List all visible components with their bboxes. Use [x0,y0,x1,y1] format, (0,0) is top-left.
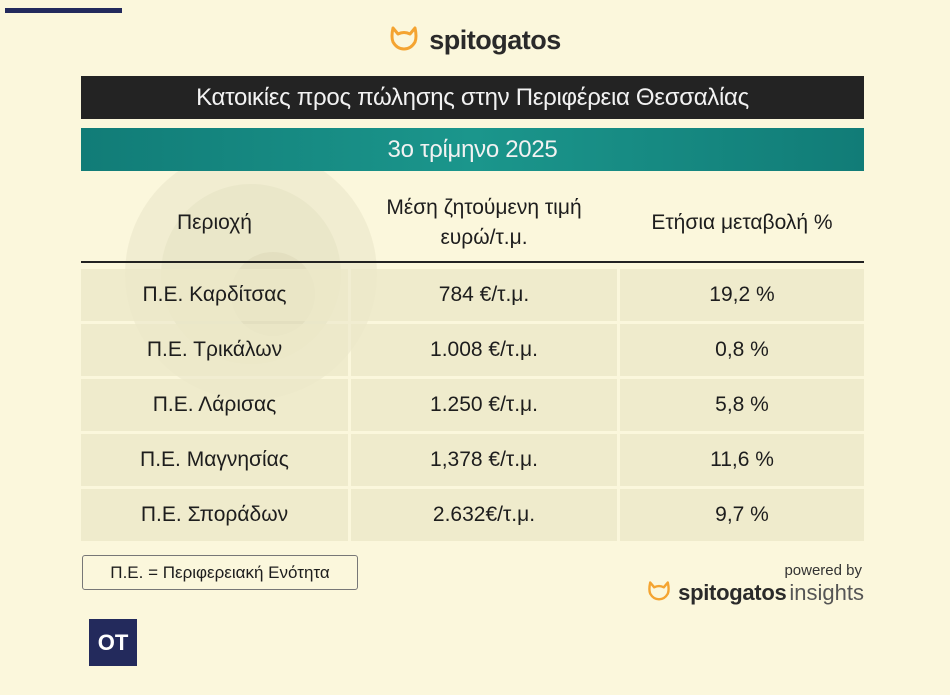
change-cell: 9,7 % [620,489,864,541]
change-cell: 19,2 % [620,269,864,321]
footnote-box: Π.Ε. = Περιφερειακή Ενότητα [82,555,358,590]
price-cell: 1,378 €/τ.μ. [351,434,617,486]
header-price-line2: ευρώ/τ.μ. [440,225,528,249]
price-cell: 784 €/τ.μ. [351,269,617,321]
table-row: Π.Ε. Λάρισας 1.250 €/τ.μ. 5,8 % [81,379,864,431]
table-header: Περιοχή Μέση ζητούμενη τιμή ευρώ/τ.μ. Ετ… [81,184,864,261]
table-row: Π.Ε. Μαγνησίας 1,378 €/τ.μ. 11,6 % [81,434,864,486]
region-cell: Π.Ε. Τρικάλων [81,324,348,376]
cat-head-icon [647,580,671,606]
price-cell: 1.008 €/τ.μ. [351,324,617,376]
price-cell: 1.250 €/τ.μ. [351,379,617,431]
header-change: Ετήσια μεταβολή % [651,210,833,234]
footer-brand-suffix: insights [789,580,864,605]
table-body: Π.Ε. Καρδίτσας 784 €/τ.μ. 19,2 % Π.Ε. Τρ… [81,269,864,544]
top-accent-bar [5,8,122,13]
powered-by-label: powered by [784,562,862,579]
cat-head-icon [389,25,419,56]
page-title: Κατοικίες προς πώλησης στην Περιφέρεια Θ… [81,76,864,119]
change-cell: 0,8 % [620,324,864,376]
change-cell: 11,6 % [620,434,864,486]
table-row: Π.Ε. Καρδίτσας 784 €/τ.μ. 19,2 % [81,269,864,321]
header-divider [81,261,864,263]
table-row: Π.Ε. Τρικάλων 1.008 €/τ.μ. 0,8 % [81,324,864,376]
region-cell: Π.Ε. Καρδίτσας [81,269,348,321]
footer-brand-name: spitogatos [678,580,787,605]
price-cell: 2.632€/τ.μ. [351,489,617,541]
footer-brand: spitogatos insights [647,580,864,606]
header-price-line1: Μέση ζητούμενη τιμή [386,195,582,219]
brand-header: spitogatos [0,22,950,58]
region-cell: Π.Ε. Σποράδων [81,489,348,541]
header-region: Περιοχή [177,210,252,234]
brand-logo-text: spitogatos [429,24,561,55]
region-cell: Π.Ε. Λάρισας [81,379,348,431]
header-price: Μέση ζητούμενη τιμή ευρώ/τ.μ. [351,184,617,261]
table-row: Π.Ε. Σποράδων 2.632€/τ.μ. 9,7 % [81,489,864,541]
change-cell: 5,8 % [620,379,864,431]
period-subtitle: 3ο τρίμηνο 2025 [81,128,864,171]
region-cell: Π.Ε. Μαγνησίας [81,434,348,486]
ot-badge: OT [89,619,137,666]
